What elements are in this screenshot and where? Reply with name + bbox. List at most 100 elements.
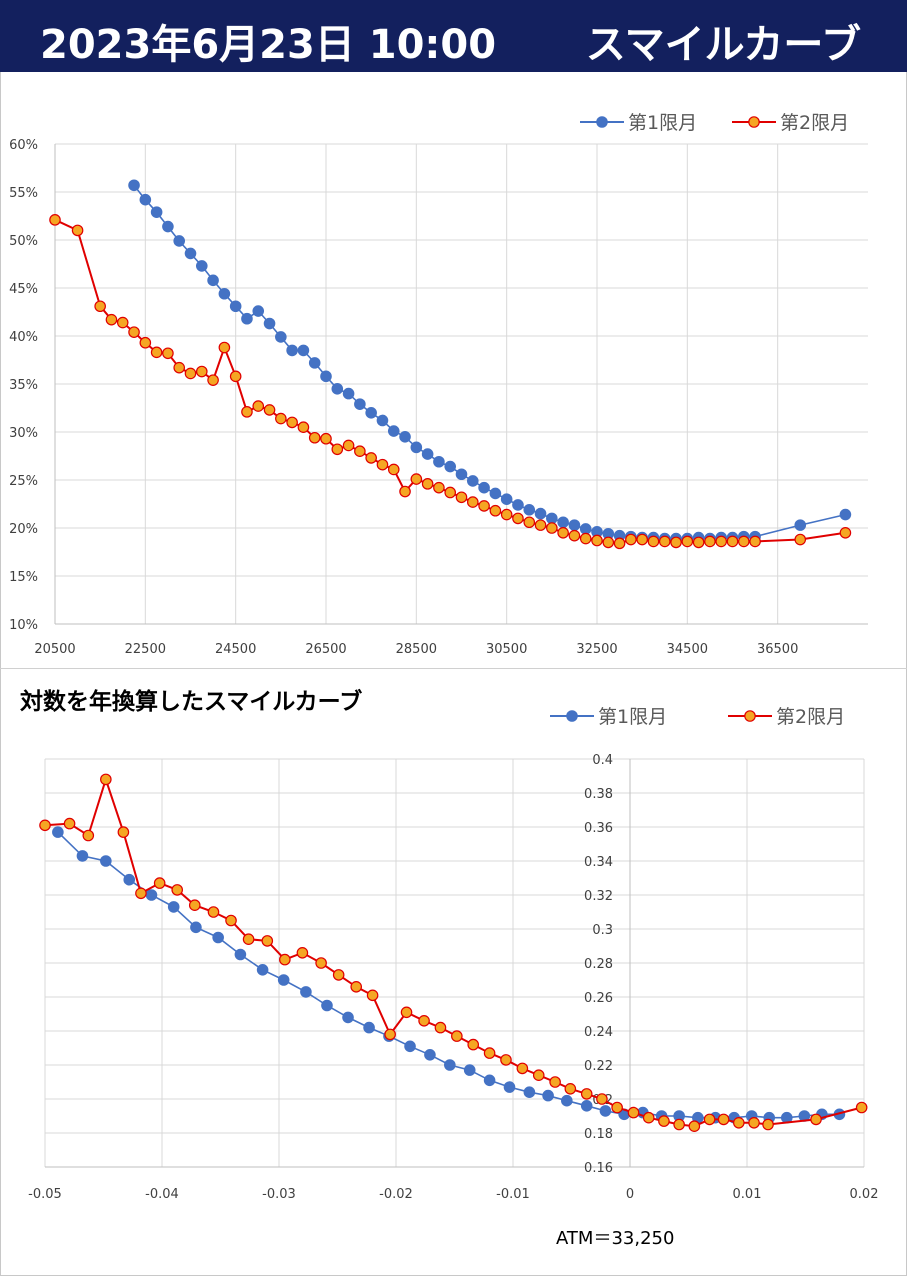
data-point [153,877,166,889]
data-point [444,486,457,499]
data-point [190,921,202,934]
data-point [332,969,345,981]
data-point [500,508,513,521]
data-point [580,1099,593,1112]
y-tick-label: 0.16 [584,1161,613,1176]
data-point [296,946,309,959]
data-point [363,1021,375,1034]
data-point [105,313,118,326]
data-point [277,974,290,986]
data-point [516,1062,529,1075]
data-point [794,519,807,531]
data-point [688,1120,701,1132]
data-point [212,931,224,944]
log-smile-chart: -0.05 -0.04 -0.03 -0.02 -0.01 0 0.01 0.02 0.16 0.… [28,706,878,1202]
data-point [733,1116,745,1129]
y-tick-label: 0.28 [584,957,613,972]
data-point [523,516,536,529]
data-point [207,906,220,918]
data-point [455,468,468,481]
data-point [404,1040,416,1053]
legend-label: 第1限月 [598,706,667,728]
data-point [188,899,201,911]
y-tick-label: 0.34 [584,855,613,870]
data-point [542,1089,554,1102]
data-point [463,1064,476,1076]
x-tick-label: 32500 [576,642,617,657]
data-point [100,773,112,786]
data-point [400,1006,413,1019]
data-point [627,1106,640,1119]
data-point [673,1118,685,1131]
x-tick-label: 28500 [396,642,437,657]
data-point [534,519,547,531]
y-tick-label: 20% [9,522,38,537]
data-point [418,1014,430,1027]
data-point [139,336,152,349]
data-point [424,1048,436,1061]
data-point [387,463,400,476]
x-tick-label: -0.05 [28,1187,62,1202]
y-tick-label: 0.4 [592,753,613,768]
data-point [762,1118,774,1131]
legend-label: 第2限月 [780,112,849,134]
data-point [591,534,603,547]
chart-divider [0,668,907,669]
data-point [320,432,332,445]
data-point [173,235,186,247]
data-point [207,374,219,386]
data-point [523,1086,536,1098]
data-point [444,1059,456,1071]
data-point [399,485,411,498]
legend-label: 第1限月 [628,112,697,134]
y-tick-label: 45% [9,282,38,297]
data-point [387,425,400,437]
data-point [703,1113,716,1126]
data-point [557,526,569,539]
data-point [489,504,502,517]
x-tick-label: 0 [626,1187,634,1202]
y-tick-label: 55% [9,186,38,201]
data-point [150,206,163,218]
data-point [241,406,253,418]
y-tick-label: 0.26 [584,991,613,1006]
data-point [145,889,158,901]
legend-marker [566,710,578,722]
data-point [63,817,76,830]
data-point [263,317,276,330]
data-point [602,536,615,549]
x-tick-label: 30500 [486,642,527,657]
data-point [549,1076,561,1088]
data-point [300,986,312,998]
data-point [241,312,253,325]
data-point [76,850,89,862]
data-point [433,481,445,494]
data-point [611,1101,623,1114]
data-point [523,503,536,516]
data-point [376,414,389,427]
data-point [218,287,231,300]
data-point [579,523,592,535]
data-point [123,873,136,886]
data-point [365,452,377,464]
data-point [117,826,130,838]
x-tick-label: 26500 [305,642,346,657]
data-point [455,491,468,504]
data-point [229,300,242,313]
x-tick-label: 24500 [215,642,256,657]
data-point [366,989,379,1002]
data-point [71,224,84,237]
x-tick-label: 36500 [757,642,798,657]
y-tick-label: 35% [9,378,38,393]
data-point [331,443,344,456]
y-tick-label: 0.22 [584,1059,613,1074]
data-point [613,537,626,550]
data-point [500,1054,512,1066]
data-point [451,1030,463,1042]
data-point [263,404,276,416]
series-line-1 [57,831,840,1119]
data-point [297,421,310,433]
data-point [162,347,174,360]
data-point [534,507,547,520]
data-point [354,445,366,457]
